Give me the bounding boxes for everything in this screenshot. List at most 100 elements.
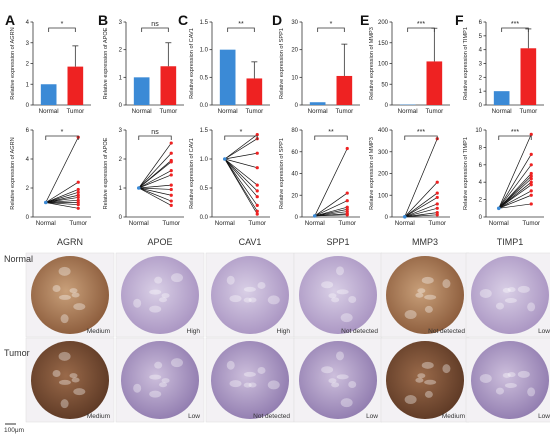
paired-agrn-xlabel-normal: Normal (36, 220, 56, 227)
ihc-gland (336, 266, 345, 276)
ihc-gland (424, 390, 433, 398)
ihc-gland (161, 293, 170, 299)
ihc-gland (243, 371, 256, 377)
paired-timp1-xlabel-normal: Normal (489, 220, 509, 227)
paired-apoe-pair-line (138, 184, 172, 189)
ihc-level-label-cav1-normal: High (277, 328, 291, 335)
paired-cav1-normal-point (222, 157, 227, 161)
ihc-gland (336, 374, 349, 380)
ihc-gland (58, 351, 71, 361)
paired-apoe-chart: 0 1 2 3 Relative expression of APOE Normal Tum… (103, 128, 184, 227)
paired-spp1-ytick-label: 0 (295, 215, 299, 221)
bar-spp1-chart: D 0 10 20 30 Relative expression of SPP1 Norma… (272, 12, 360, 115)
paired-agrn-ytick-label: 2 (26, 186, 30, 192)
bar-spp1-ytick-label: 10 (291, 75, 298, 81)
paired-agrn-chart: 0 2 4 6 Relative expression of AGRN Normal Tum… (10, 128, 91, 227)
bar-apoe-sig-label: ns (151, 21, 159, 28)
bar-timp1-ytick-label: 4 (479, 48, 483, 54)
bar-mmp3-xlabel-normal: Normal (398, 108, 418, 115)
paired-timp1-pair-line (498, 190, 532, 209)
bar-spp1-ytick-label: 20 (291, 48, 298, 54)
paired-spp1-tumor-point (345, 213, 349, 217)
paired-cav1-tumor-point (255, 195, 259, 199)
paired-apoe-tumor-point (169, 199, 173, 203)
bar-agrn-ytick-label: 2 (26, 62, 30, 68)
bar-spp1-sig-bracket (317, 27, 345, 32)
ihc-gland (421, 276, 434, 284)
bar-apoe-ylabel: Relative expression of APOE (103, 27, 109, 99)
bar-timp1-ytick-label: 3 (479, 62, 483, 68)
paired-apoe-pair-line (138, 187, 172, 202)
ihc-gland (415, 292, 424, 298)
ihc-gland (424, 379, 437, 385)
bar-cav1-bar-tumor (246, 78, 263, 105)
ihc-gland (504, 298, 517, 304)
paired-mmp3-tumor-point (435, 191, 439, 195)
bar-mmp3-sig-bracket (407, 27, 435, 32)
bar-timp1-ytick-label: 1 (479, 89, 483, 95)
ihc-row-label-tumor: Tumor (4, 348, 30, 358)
ihc-gland (52, 370, 61, 378)
paired-agrn-sig-label: * (61, 129, 64, 136)
paired-apoe-pair-line (138, 187, 172, 196)
bar-timp1-sig-label: *** (511, 21, 519, 28)
paired-timp1-ytick-label: 2 (479, 198, 483, 204)
bar-cav1-chart: C 0.0 0.5 1.0 1.5 Relative expression of CAV1… (178, 12, 270, 115)
ihc-panel: AGRN Medium Medium APOE High Low CAV1 High Not d… (4, 237, 550, 434)
bar-agrn-xlabel-normal: Normal (39, 108, 59, 115)
ihc-gland (507, 372, 516, 378)
paired-spp1-pair-line (314, 211, 348, 217)
paired-timp1-chart: 0 2 4 6 8 10 Relative expression of TIMP1 Norma… (463, 128, 544, 227)
paired-apoe-tumor-point (169, 193, 173, 197)
paired-cav1-sig-bracket (224, 135, 258, 140)
ihc-gland (69, 288, 78, 294)
ihc-tissue-core-mmp3-normal (386, 256, 464, 334)
paired-agrn-pair-line (45, 181, 79, 203)
ihc-gland (170, 358, 183, 368)
paired-cav1-pair-line (224, 158, 258, 192)
bar-apoe-ytick-label: 3 (119, 20, 123, 26)
paired-agrn-pair-line (45, 197, 79, 203)
paired-mmp3-xlabel-normal: Normal (395, 220, 415, 227)
paired-spp1-pair-line (314, 206, 348, 217)
ihc-gland (52, 285, 61, 293)
paired-cav1-pair-line (224, 158, 258, 169)
paired-mmp3-ytick-label: 200 (378, 172, 389, 178)
paired-spp1-pair-line (314, 214, 348, 217)
paired-spp1-normal-point (312, 214, 317, 218)
paired-mmp3-xlabel-tumor: Tumor (428, 220, 446, 227)
ihc-gland (71, 292, 80, 298)
ihc-gland (336, 351, 345, 361)
paired-timp1-tumor-point (529, 171, 533, 176)
paired-apoe-sig-label: ns (151, 129, 159, 136)
paired-mmp3-pair-line (404, 192, 438, 218)
ihc-gland (133, 383, 142, 393)
paired-mmp3-tumor-point (435, 213, 439, 217)
bar-agrn-sig-label: * (61, 21, 64, 28)
ihc-tissue-core-apoe-tumor (121, 341, 199, 419)
ihc-tissue-core-spp1-normal (299, 256, 377, 334)
paired-agrn-pair-line (45, 202, 79, 206)
paired-cav1-ytick-label: 0.5 (200, 186, 209, 192)
paired-mmp3-pair-line (404, 203, 438, 218)
bar-agrn-ytick-label: 4 (26, 20, 30, 26)
paired-timp1-pair-line (498, 178, 532, 209)
paired-cav1-pair-line (224, 134, 258, 160)
ihc-gland (226, 275, 235, 285)
ihc-gland (149, 390, 162, 398)
paired-spp1-tumor-point (345, 146, 349, 151)
paired-timp1-sig-bracket (498, 135, 532, 140)
paired-agrn-tumor-point (76, 180, 80, 184)
paired-cav1-pair-line (224, 158, 258, 197)
ihc-level-label-agrn-tumor: Medium (87, 413, 110, 420)
ihc-gland (479, 288, 492, 298)
ihc-gland (248, 382, 257, 388)
ihc-gland (340, 398, 353, 408)
paired-timp1-tumor-point (529, 202, 533, 206)
ihc-tissue-core-cav1-normal (211, 256, 289, 334)
bar-mmp3-ytick-label: 50 (381, 82, 388, 88)
paired-spp1-xlabel-normal: Normal (305, 220, 325, 227)
bar-timp1-bar-normal (493, 91, 510, 105)
bar-spp1-bar-normal (309, 102, 326, 105)
paired-mmp3-normal-point (402, 214, 407, 219)
